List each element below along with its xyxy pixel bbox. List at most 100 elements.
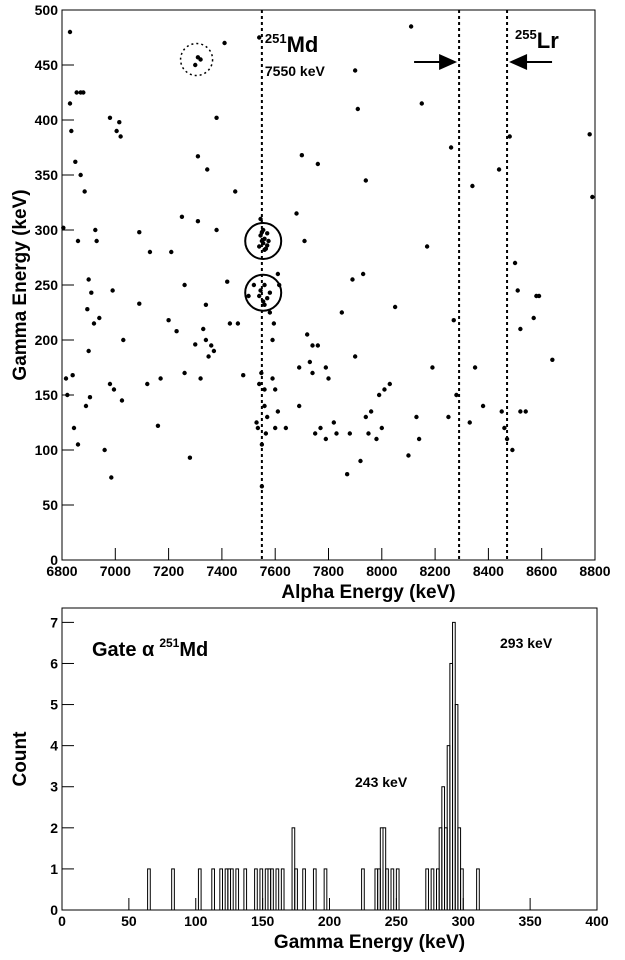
point [304, 332, 310, 337]
peak-label: 243 keV [355, 774, 408, 790]
point [74, 90, 79, 95]
point [111, 387, 117, 392]
point [110, 288, 115, 293]
point [246, 293, 251, 299]
point [89, 290, 94, 295]
point [86, 348, 91, 354]
point [179, 214, 185, 219]
point [193, 342, 198, 347]
histogram-bar [302, 868, 306, 911]
point [258, 288, 263, 293]
point [265, 414, 270, 420]
point [262, 247, 267, 252]
point [451, 318, 456, 323]
point [158, 376, 163, 381]
point [448, 145, 454, 150]
point [262, 302, 267, 307]
point [86, 277, 91, 282]
point [169, 249, 174, 255]
x-tick-label: 8400 [473, 563, 504, 579]
point [262, 236, 267, 241]
point [323, 365, 329, 370]
point [97, 315, 102, 321]
point [587, 132, 592, 137]
point [294, 211, 299, 216]
point [119, 398, 125, 403]
point [271, 321, 277, 326]
x-tick-label: 7400 [206, 563, 237, 579]
point [107, 115, 113, 121]
histogram-bar [361, 868, 365, 911]
point [67, 101, 73, 106]
histogram-bar [312, 868, 317, 911]
point [467, 420, 472, 425]
point [275, 409, 281, 414]
point [201, 326, 206, 332]
x-tick-label: 7800 [313, 563, 344, 579]
x-tick-label: 350 [518, 913, 542, 929]
point [145, 381, 150, 387]
x-tick-label: 7000 [100, 563, 131, 579]
point [61, 225, 66, 230]
y-tick-label: 5 [50, 697, 58, 713]
point [265, 243, 270, 248]
arrow-head [439, 54, 458, 70]
point [137, 301, 142, 306]
x-tick-label: 150 [251, 913, 275, 929]
point [265, 231, 270, 236]
highlight-circle [244, 222, 283, 260]
y-tick-label: 350 [35, 167, 59, 183]
point [358, 458, 363, 464]
element: Md [179, 639, 208, 661]
y-tick-label: 400 [35, 112, 59, 128]
point [355, 106, 361, 112]
point [254, 420, 259, 425]
point [85, 307, 90, 312]
point [339, 310, 345, 315]
point [205, 167, 210, 172]
point [70, 373, 75, 378]
y-tick-label: 250 [35, 277, 59, 293]
element: Lr [537, 28, 559, 53]
point [310, 370, 315, 376]
point [296, 403, 302, 409]
point [273, 387, 278, 392]
point [382, 387, 387, 392]
histogram-bar [197, 868, 202, 911]
point [257, 35, 262, 40]
point [507, 134, 512, 139]
mass-number: 255 [515, 27, 537, 42]
x-tick-label: 0 [58, 913, 66, 929]
y-tick-label: 450 [35, 57, 59, 73]
highlight-circle [179, 42, 214, 77]
point [198, 376, 203, 381]
point [352, 354, 358, 359]
y-tick-label: 2 [50, 820, 58, 836]
point [363, 414, 369, 420]
point [65, 392, 70, 398]
point [496, 167, 502, 172]
histogram-bar [323, 868, 328, 911]
point [499, 409, 504, 414]
histogram-bar [235, 868, 240, 911]
point [225, 279, 230, 284]
histogram-bar [259, 868, 264, 911]
point [93, 227, 98, 233]
point [182, 370, 187, 376]
y-tick-label: 7 [50, 614, 58, 630]
point [350, 277, 355, 282]
point [472, 365, 478, 370]
point [182, 282, 187, 288]
point [515, 288, 520, 293]
point [470, 183, 475, 189]
y-tick-label: 4 [50, 738, 58, 754]
peak-label: 293 keV [500, 635, 553, 651]
point [118, 134, 123, 139]
histogram-bar [147, 868, 151, 911]
y-tick-label: 300 [35, 222, 59, 238]
histogram-bar [171, 868, 175, 911]
point [430, 365, 435, 370]
nuclide-label: 251Md [265, 31, 318, 57]
point [263, 431, 269, 436]
